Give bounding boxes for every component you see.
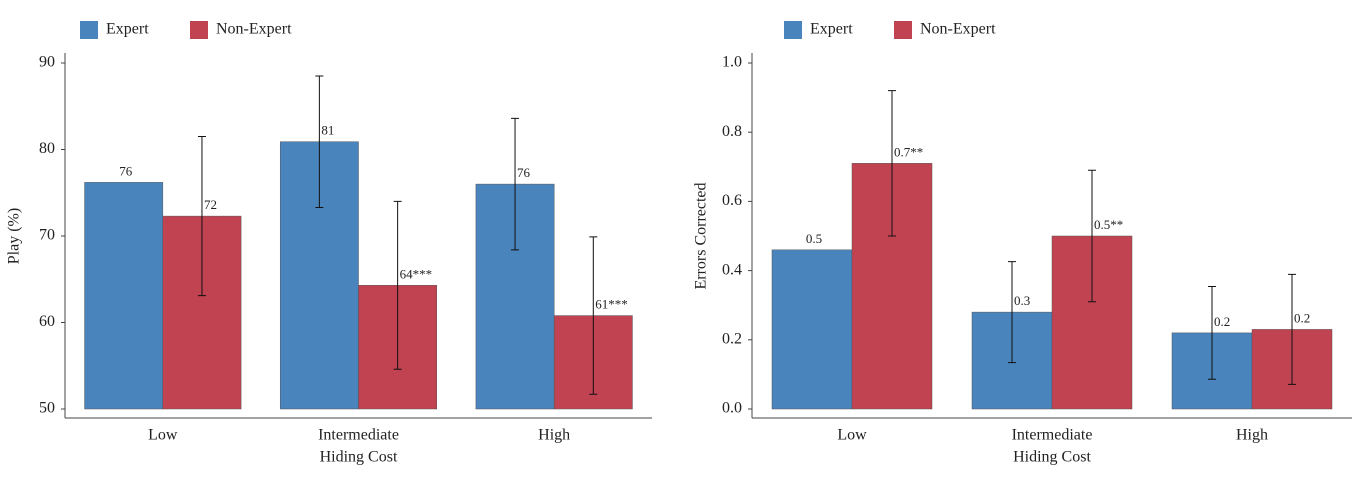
legend-label: Non-Expert	[216, 21, 292, 38]
error-bar	[393, 200, 402, 370]
bar	[84, 182, 164, 410]
value-label: 0.5**	[1094, 217, 1123, 232]
value-label: 0.2	[1294, 310, 1310, 325]
value-label: 61***	[595, 297, 628, 312]
error-bar	[1288, 273, 1296, 385]
y-tick-label: 1.0	[722, 54, 742, 71]
y-tick-label: 60	[39, 313, 55, 330]
legend-swatch	[894, 21, 912, 39]
y-axis-label: Play (%)	[6, 208, 23, 264]
y-tick-label: 0.6	[722, 192, 742, 209]
y-tick-label: 0.2	[722, 330, 742, 347]
bar	[771, 249, 853, 410]
value-label: 64***	[400, 266, 433, 281]
x-axis-label: Hiding Cost	[1013, 449, 1091, 466]
error-bar	[888, 90, 896, 237]
error-bar	[1208, 286, 1216, 380]
x-tick-label: Intermediate	[1012, 427, 1093, 444]
y-tick-label: 0.0	[722, 400, 742, 417]
error-bar	[197, 136, 206, 297]
error-bar	[589, 236, 598, 395]
value-label: 76	[119, 163, 133, 178]
legend-swatch	[784, 21, 802, 39]
x-tick-label: Low	[837, 427, 867, 444]
error-bar	[1008, 261, 1016, 364]
x-tick-label: Intermediate	[318, 427, 399, 444]
value-label: 0.3	[1014, 293, 1030, 308]
x-axis-label: Hiding Cost	[320, 449, 398, 466]
value-label: 72	[204, 197, 217, 212]
y-tick-label: 70	[39, 227, 55, 244]
legend-label: Expert	[106, 21, 149, 38]
y-tick-label: 80	[39, 140, 55, 157]
y-axis-label: Errors Corrected	[693, 182, 710, 289]
legend-label: Expert	[810, 21, 853, 38]
error-bar	[1088, 169, 1096, 303]
x-tick-label: Low	[148, 427, 178, 444]
x-tick-label: High	[1236, 427, 1268, 444]
error-bar	[511, 117, 520, 251]
y-tick-label: 90	[39, 54, 55, 71]
legend-swatch	[190, 21, 208, 39]
value-label: 0.7**	[894, 144, 923, 159]
legend-label: Non-Expert	[920, 21, 996, 38]
error-bar	[315, 75, 324, 208]
value-label: 76	[517, 165, 531, 180]
value-label: 81	[321, 123, 334, 138]
value-label: 0.5	[806, 231, 822, 246]
y-tick-label: 0.4	[722, 261, 742, 278]
value-label: 0.2	[1214, 314, 1230, 329]
x-tick-label: High	[538, 427, 570, 444]
y-tick-label: 50	[39, 400, 55, 417]
legend-swatch	[80, 21, 98, 39]
y-tick-label: 0.8	[722, 123, 742, 140]
